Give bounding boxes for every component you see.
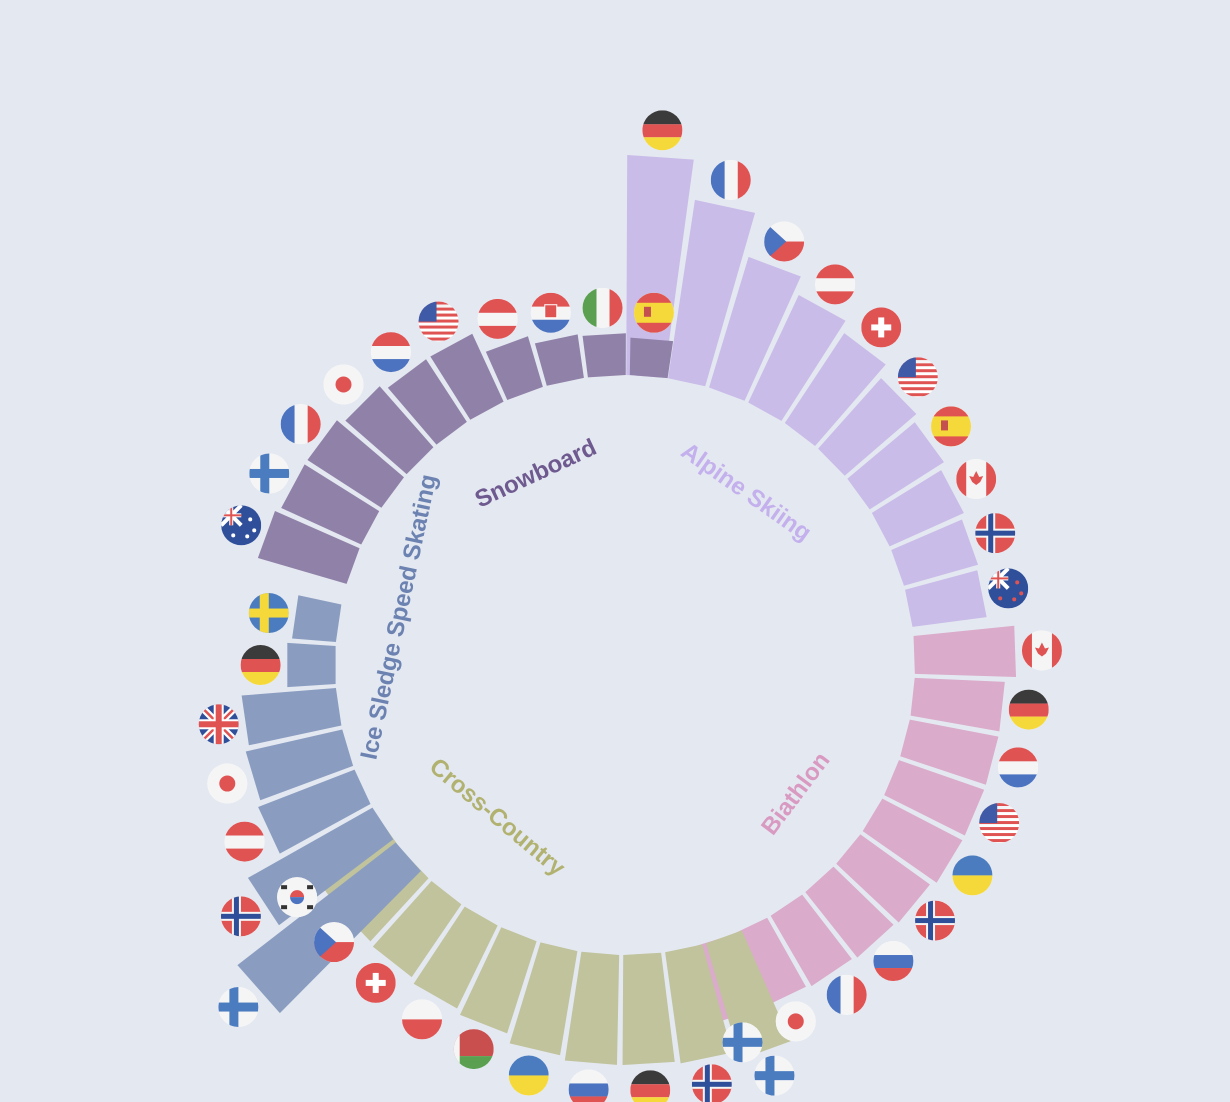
flag-gbr-icon [198, 704, 239, 745]
group-label-1: Biathlon [756, 747, 835, 840]
flag-esp-icon [633, 292, 674, 333]
flag-ger-icon [642, 110, 683, 151]
flag-jpn-icon [207, 763, 248, 804]
flag-rus-icon [568, 1069, 609, 1102]
bar-fra [770, 894, 852, 987]
bar-jpn [732, 917, 806, 1008]
bar-nor [891, 519, 979, 586]
bar-aus [257, 510, 360, 584]
flag-fra-icon [280, 404, 321, 445]
flag-nor-icon [691, 1064, 732, 1102]
flag-fra-icon [710, 159, 751, 200]
flag-aus-icon [221, 505, 262, 546]
flag-sui-icon [861, 307, 902, 348]
flag-cze-icon [764, 221, 805, 262]
bar-esp [847, 422, 944, 510]
bar-rus [564, 951, 620, 1065]
bar-can [913, 625, 1017, 677]
flag-fin-icon [218, 987, 259, 1028]
bar-sui [372, 881, 462, 978]
bar-fin [706, 930, 791, 1060]
flag-ukr-icon [508, 1055, 549, 1096]
flag-usa-icon [897, 357, 938, 398]
flag-cro-icon [530, 292, 571, 333]
flag-cze-icon [314, 922, 355, 963]
bar-jpn [245, 729, 354, 801]
bar-ger [622, 952, 675, 1065]
flag-can-icon [1021, 630, 1062, 671]
flag-jpn-icon [323, 364, 364, 405]
bar-ukr [862, 798, 963, 883]
flag-ned-icon [370, 332, 411, 373]
flag-aut-icon [815, 264, 856, 305]
bar-ned [387, 359, 467, 445]
flag-nor-icon [975, 513, 1016, 554]
bar-jpn [345, 386, 434, 475]
bar-nor [665, 944, 733, 1064]
flag-ita-icon [582, 287, 623, 328]
flag-fin-icon [249, 453, 290, 494]
flag-usa-icon [979, 803, 1020, 844]
bar-gbr [241, 688, 342, 746]
flag-nor-icon [915, 900, 956, 941]
flag-fin-icon [754, 1055, 795, 1096]
bar-can [871, 470, 964, 547]
bar-usa [430, 333, 504, 420]
bar-fin [281, 464, 380, 545]
bar-usa [884, 760, 985, 836]
flag-ukr-icon [952, 855, 993, 896]
bar-ger [910, 677, 1005, 732]
bars-layer [237, 155, 1017, 1065]
group-label-4: Snowboard [471, 434, 601, 514]
bar-cze [709, 256, 801, 401]
flag-nor-icon [220, 896, 261, 937]
bar-usa [818, 378, 917, 476]
flag-fra-icon [826, 974, 867, 1015]
bar-fra [307, 420, 404, 508]
bar-esp [629, 337, 674, 379]
flag-kor-icon [277, 877, 318, 918]
flag-can-icon [956, 459, 997, 500]
flags-layer [198, 110, 1062, 1102]
bar-sui [784, 333, 886, 446]
group-label-2: Cross-Country [424, 753, 571, 882]
bar-rus [805, 866, 894, 958]
flag-ger-icon [240, 645, 281, 685]
bar-aut [485, 336, 543, 400]
bar-blr [460, 927, 537, 1034]
bar-ita [582, 333, 626, 378]
flag-swe-icon [248, 593, 289, 634]
flag-nzl-icon [988, 568, 1029, 609]
flag-ger-icon [1008, 689, 1049, 730]
flag-pol-icon [402, 999, 443, 1040]
flag-usa-icon [418, 301, 459, 342]
bar-ukr [509, 942, 578, 1056]
bar-aut [748, 294, 846, 421]
flag-aut-icon [477, 298, 518, 339]
flag-sui-icon [355, 962, 396, 1003]
flag-ned-icon [998, 747, 1039, 788]
flag-blr-icon [453, 1029, 494, 1070]
bar-nor [836, 834, 930, 923]
flag-aut-icon [224, 821, 265, 862]
bar-fra [668, 199, 756, 387]
flag-jpn-icon [775, 1001, 816, 1042]
bar-swe [292, 595, 342, 642]
flag-esp-icon [931, 406, 972, 447]
bar-cro [534, 334, 584, 386]
flag-fin-icon [722, 1022, 763, 1063]
bar-pol [413, 906, 498, 1009]
bar-nzl [905, 570, 987, 627]
group-label-0: Alpine Skiing [676, 437, 816, 546]
flag-rus-icon [873, 941, 914, 982]
bar-aut [258, 769, 371, 854]
flag-ger-icon [630, 1070, 671, 1102]
bar-ger [287, 642, 336, 688]
bar-ned [900, 719, 999, 785]
